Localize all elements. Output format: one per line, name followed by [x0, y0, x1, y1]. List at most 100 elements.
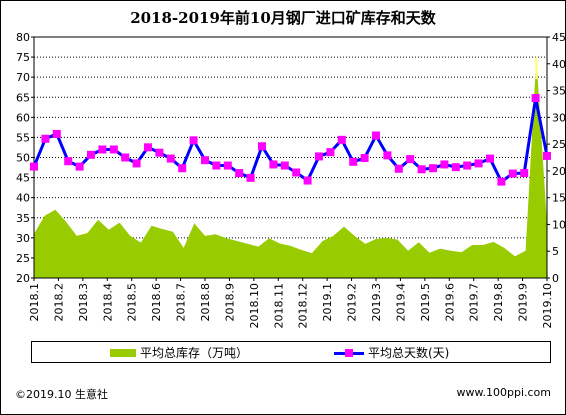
line-point-marker [531, 94, 540, 103]
line-point-marker [463, 161, 472, 170]
x-axis-label: 2019.9 [517, 283, 530, 322]
x-axis-label: 2019.1 [321, 283, 334, 322]
line-series-days [32, 96, 549, 184]
left-axis-label: 25 [16, 252, 30, 265]
x-axis-label: 2018.4 [101, 283, 114, 322]
right-axis-label: 25 [552, 138, 565, 151]
line-point-marker [292, 168, 301, 177]
right-axis-label: 5 [552, 245, 559, 258]
line-point-marker [520, 169, 529, 178]
x-axis-label: 2018.8 [199, 283, 212, 322]
line-point-marker [52, 129, 61, 138]
line-point-marker [315, 152, 323, 161]
line-point-marker [98, 145, 107, 154]
area-series-inventory [34, 57, 547, 278]
line-point-marker [201, 156, 209, 165]
line-point-marker [41, 134, 50, 143]
line-point-marker [246, 173, 255, 182]
left-axis-label: 45 [16, 172, 30, 185]
line-point-marker [337, 135, 346, 144]
line-point-marker [155, 148, 164, 157]
right-axis-label: 40 [552, 58, 565, 71]
legend-item-inventory: 平均总库存（万吨） [110, 344, 248, 361]
legend-label-days: 平均总天数(天) [368, 346, 450, 360]
line-point-marker [109, 145, 118, 154]
left-axis-label: 40 [16, 192, 30, 205]
line-point-marker [64, 157, 73, 166]
x-axis-label: 2019.2 [346, 283, 359, 322]
x-axis-label: 2018.6 [150, 283, 163, 322]
line-point-marker [508, 169, 517, 178]
x-axis-label: 2018.5 [126, 283, 139, 322]
line-point-marker [394, 164, 403, 173]
line-point-marker [280, 161, 289, 170]
line-point-marker [212, 161, 221, 170]
line-point-marker [383, 151, 392, 160]
line-point-marker [87, 150, 95, 159]
footer-copyright: ©2019.10 生意社 [15, 388, 108, 401]
x-axis-label: 2019.3 [370, 283, 383, 322]
x-axis-label: 2018.2 [52, 283, 65, 322]
x-axis-label: 2018.1 [28, 283, 41, 322]
line-point-marker [360, 154, 369, 163]
x-axis-label: 2018.12 [297, 283, 310, 329]
x-axis-label: 2018.9 [223, 283, 236, 322]
right-axis-label: 0 [552, 272, 559, 285]
right-axis-label: 10 [552, 218, 565, 231]
line-point-marker [486, 154, 494, 163]
line-point-marker [440, 160, 449, 169]
line-point-marker [303, 176, 312, 185]
line-point-marker [30, 162, 38, 171]
line-point-marker [75, 162, 84, 171]
x-axis-label: 2019.8 [492, 283, 505, 322]
legend-swatch-line [334, 347, 364, 359]
line-point-marker [178, 164, 187, 173]
line-point-marker [474, 159, 483, 168]
line-point-marker [132, 159, 141, 168]
left-axis-label: 35 [16, 212, 30, 225]
right-axis-label: 35 [552, 85, 565, 98]
line-point-marker [451, 163, 460, 172]
left-axis-label: 55 [16, 131, 30, 144]
line-point-marker [417, 165, 426, 174]
line-point-marker [406, 155, 415, 164]
legend-swatch-area [110, 348, 136, 357]
x-axis-label: 2019.6 [443, 283, 456, 322]
x-axis-label: 2018.3 [77, 283, 90, 322]
line-point-marker [121, 153, 130, 162]
left-axis-label: 75 [16, 51, 30, 64]
footer-website: www.100ppi.com [456, 386, 551, 399]
line-point-marker [543, 151, 551, 160]
legend-item-days: 平均总天数(天) [334, 344, 449, 361]
left-axis-label: 80 [16, 31, 30, 44]
left-axis-label: 30 [16, 232, 30, 245]
x-axis-label: 2019.10 [541, 283, 554, 329]
line-point-marker [258, 142, 266, 151]
right-axis-label: 45 [552, 31, 565, 44]
left-axis-label: 50 [16, 152, 30, 165]
line-point-marker [223, 161, 232, 170]
line-point-marker [429, 164, 437, 173]
line-point-marker [497, 177, 506, 186]
legend-label-inventory: 平均总库存（万吨） [140, 346, 249, 360]
line-point-marker [349, 157, 358, 166]
x-axis-label: 2018.11 [272, 283, 285, 329]
line-point-marker [235, 169, 244, 178]
right-axis-label: 20 [552, 165, 565, 178]
x-axis-label: 2019.5 [419, 283, 432, 322]
line-point-marker [189, 136, 198, 145]
right-axis-label: 30 [552, 111, 565, 124]
left-axis-label: 20 [16, 272, 30, 285]
left-axis-label: 65 [16, 91, 30, 104]
line-point-marker [144, 143, 152, 152]
line-point-marker [372, 131, 380, 140]
line-point-marker [269, 160, 278, 169]
right-axis-label: 15 [552, 192, 565, 205]
x-axis-label: 2018.10 [248, 283, 261, 329]
left-axis-label: 60 [16, 111, 30, 124]
line-point-marker [166, 154, 175, 163]
chart-title: 2018-2019年前10月钢厂进口矿库存和天数 [130, 9, 436, 27]
left-axis-label: 70 [16, 71, 30, 84]
line-point-marker [326, 148, 335, 157]
